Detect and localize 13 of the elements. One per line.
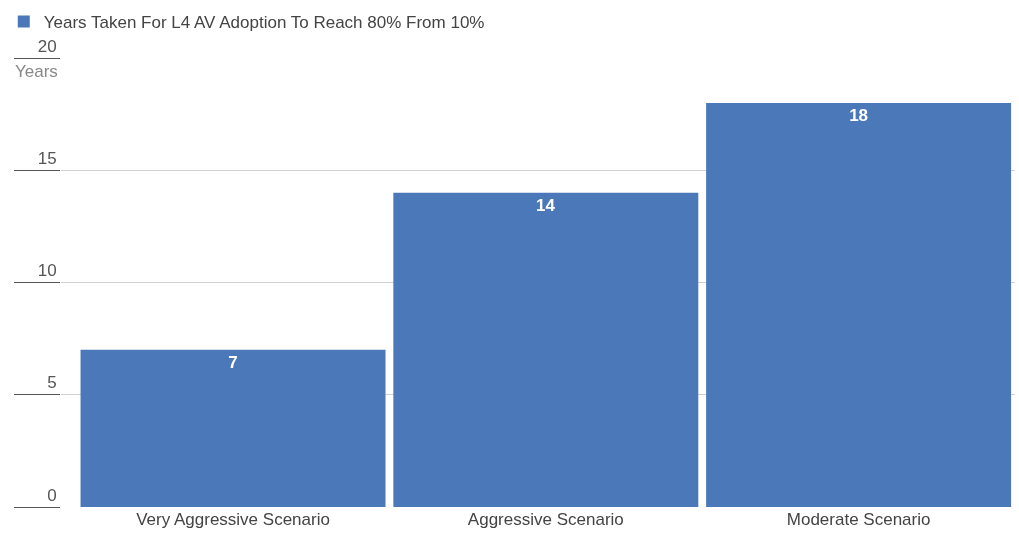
x-tick-label: Very Aggressive Scenario <box>136 510 330 529</box>
legend-label: Years Taken For L4 AV Adoption To Reach 80% From 10% <box>43 13 485 33</box>
data-label: 14 <box>536 195 556 215</box>
y-tick-label: 15 <box>37 148 57 168</box>
y-tick-label: 10 <box>37 261 57 281</box>
data-label: 7 <box>228 352 238 372</box>
x-tick-label: Aggressive Scenario <box>467 510 624 529</box>
x-tick-label: Moderate Scenario <box>786 510 931 529</box>
data-label: 18 <box>849 105 869 125</box>
y-axis-title: Years <box>15 62 58 81</box>
y-tick-label: 0 <box>47 485 57 505</box>
y-tick-label: 5 <box>47 373 57 393</box>
y-tick-label: 20 <box>37 36 57 56</box>
